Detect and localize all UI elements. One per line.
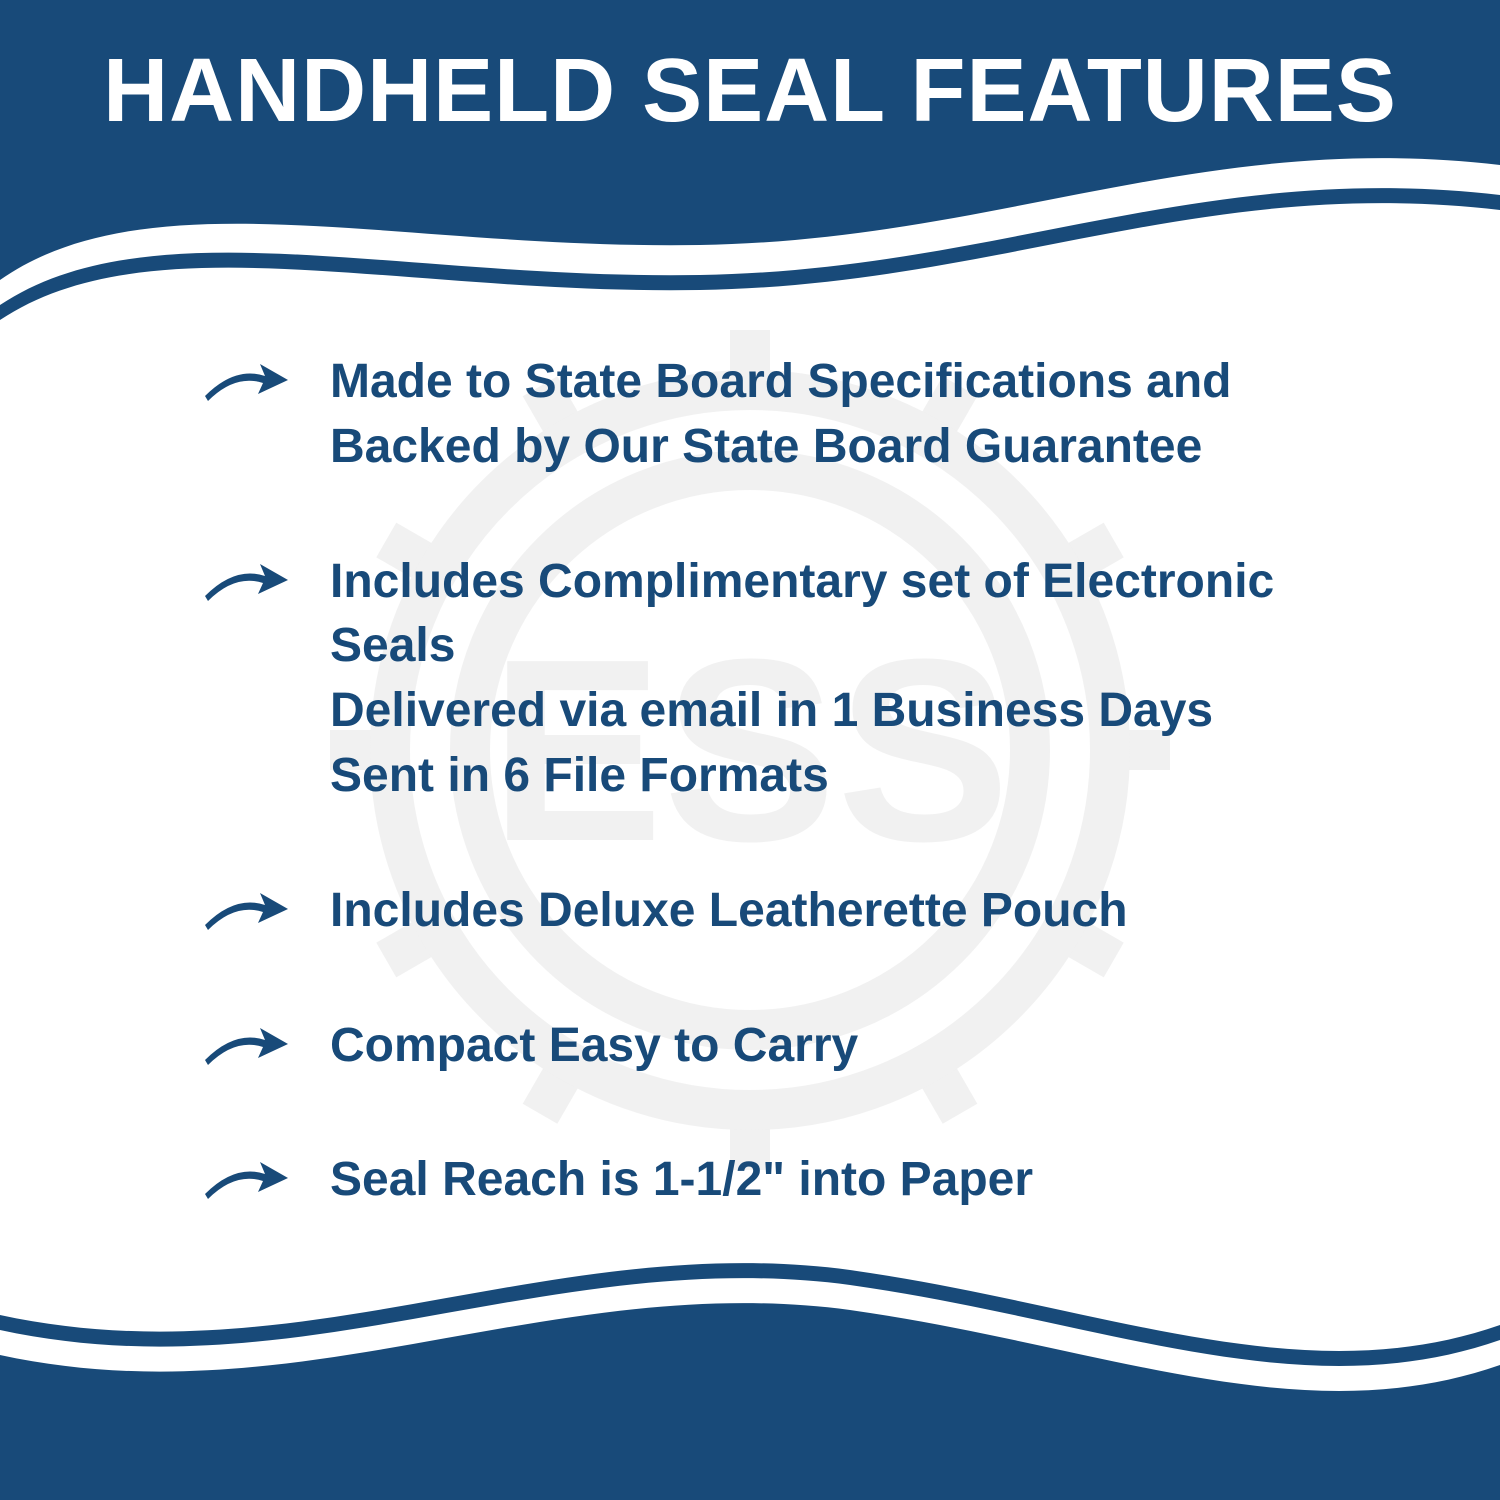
feature-text: Compact Easy to Carry — [330, 1014, 858, 1079]
page-title: HANDHELD SEAL FEATURES — [0, 40, 1500, 143]
feature-text: Includes Deluxe Leatherette Pouch — [330, 879, 1128, 944]
feature-item: Includes Deluxe Leatherette Pouch — [200, 879, 1400, 944]
feature-text: Seal Reach is 1-1/2" into Paper — [330, 1148, 1033, 1213]
arrow-icon — [200, 1020, 290, 1070]
arrow-icon — [200, 885, 290, 935]
arrow-icon — [200, 356, 290, 406]
feature-list: Made to State Board Specifications and B… — [200, 350, 1400, 1283]
feature-text: Includes Complimentary set of Electronic… — [330, 550, 1400, 809]
feature-item: Made to State Board Specifications and B… — [200, 350, 1400, 480]
feature-item: Includes Complimentary set of Electronic… — [200, 550, 1400, 809]
arrow-icon — [200, 1154, 290, 1204]
feature-item: Compact Easy to Carry — [200, 1014, 1400, 1079]
arrow-icon — [200, 556, 290, 606]
feature-item: Seal Reach is 1-1/2" into Paper — [200, 1148, 1400, 1213]
feature-text: Made to State Board Specifications and B… — [330, 350, 1232, 480]
